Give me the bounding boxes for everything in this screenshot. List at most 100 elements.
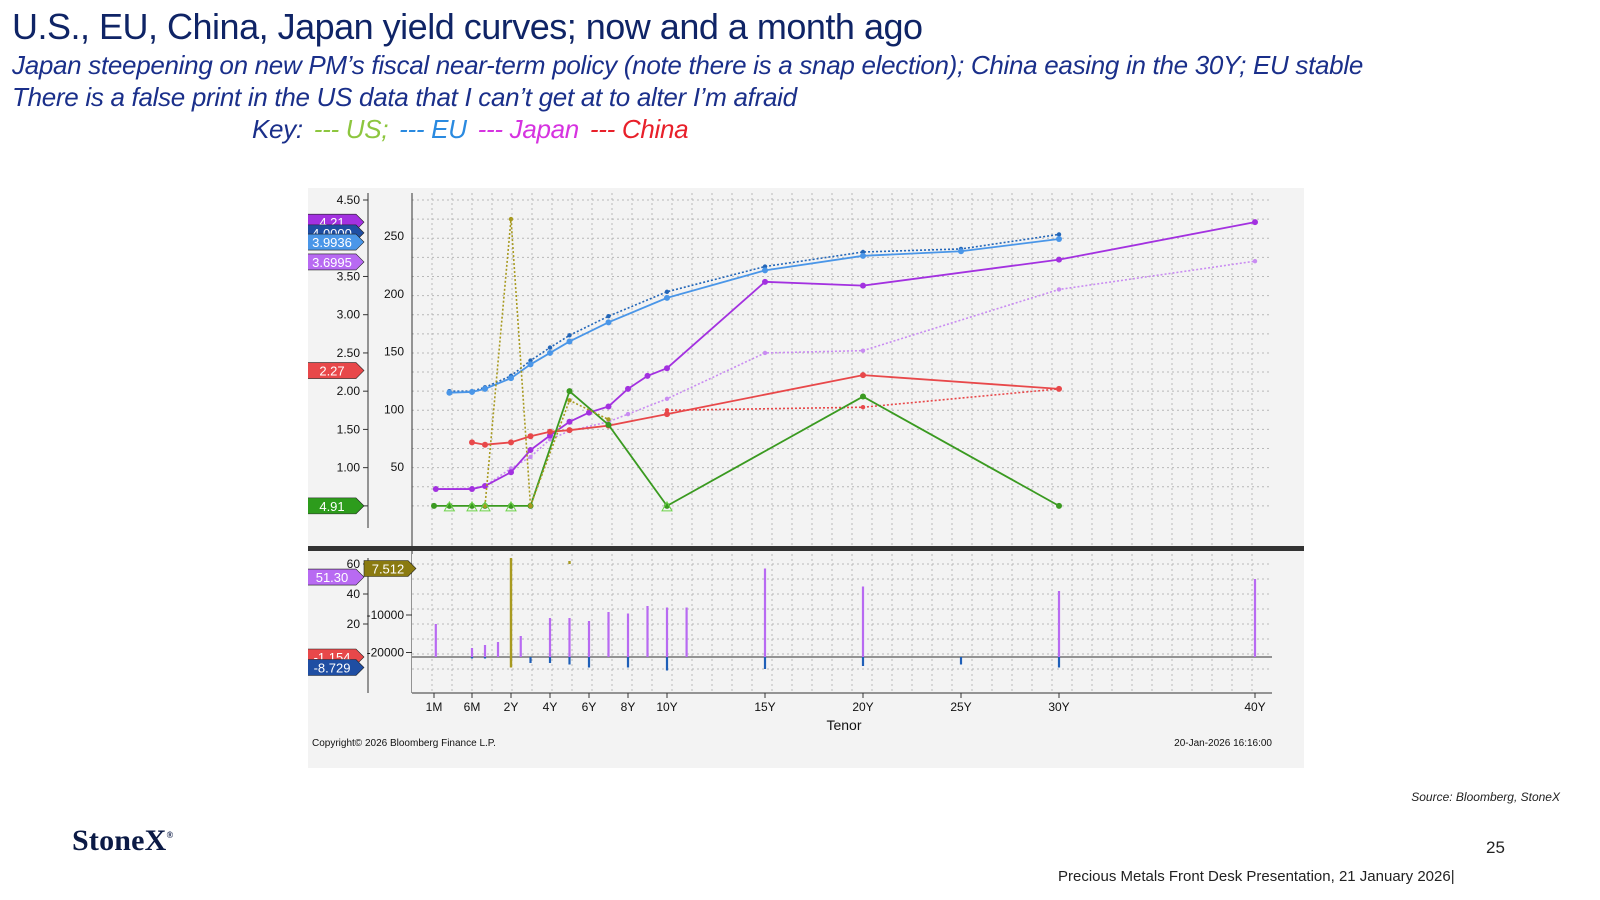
axis-badge-label: 2.27 xyxy=(319,364,344,379)
inner-axis-tick-label: 100 xyxy=(384,402,404,416)
series-point-china xyxy=(482,441,488,448)
legend-item-us: --- US; xyxy=(313,114,389,144)
chart-copyright: Copyright© 2026 Bloomberg Finance L.P. xyxy=(312,738,496,749)
chart-timestamp: 20-Jan-2026 16:16:00 xyxy=(1174,738,1272,749)
us-prev-marker xyxy=(479,500,491,512)
series-point-china xyxy=(566,427,573,434)
slide-title: U.S., EU, China, Japan yield curves; now… xyxy=(12,6,923,47)
presentation-footer: Precious Metals Front Desk Presentation,… xyxy=(1058,868,1455,885)
bloomberg-chart: 4.503.503.002.502.001.501.000.5025020015… xyxy=(299,188,1304,768)
axis-badge: 3.6995 xyxy=(299,253,365,271)
upper-plot-area xyxy=(412,193,1272,548)
x-axis-tick-label: 30Y xyxy=(1048,700,1069,714)
series-point-eu xyxy=(508,375,514,382)
series-point-eu_prev xyxy=(567,333,572,338)
inner-axis-tick-label: 150 xyxy=(384,345,404,359)
series-point-japan_prev xyxy=(625,411,631,417)
lower-left-tick-label: 60 xyxy=(347,557,361,571)
series-point-china xyxy=(1056,385,1062,392)
series-line-japan xyxy=(435,221,1256,490)
lower-inner-badge-shape xyxy=(363,560,417,577)
series-point-us xyxy=(860,393,866,400)
series-point-eu xyxy=(547,349,553,356)
us-prev-marker xyxy=(505,500,517,512)
axis-badge: 3.9936 xyxy=(299,233,365,251)
series-point-eu xyxy=(1056,236,1062,242)
lower-axis-badge-label: 51.30 xyxy=(316,570,349,585)
x-axis-tick-label: 6M xyxy=(464,700,481,714)
axis-badge-label: 3.9936 xyxy=(312,235,352,250)
series-point-us_spike xyxy=(606,417,611,422)
series-point-china xyxy=(664,411,670,418)
x-axis-tick-label: 15Y xyxy=(754,700,775,714)
series-point-us_spike xyxy=(528,503,533,509)
series-point-eu xyxy=(664,294,670,301)
series-point-eu xyxy=(605,319,612,326)
left-axis-tick-label: 1.50 xyxy=(337,422,361,436)
x-axis-title: Tenor xyxy=(826,717,861,733)
series-point-eu xyxy=(762,267,768,274)
series-point-japan xyxy=(664,365,670,372)
page-number: 25 xyxy=(1486,838,1505,857)
legend-item-eu: --- EU xyxy=(399,114,467,144)
series-point-japan xyxy=(1252,219,1258,226)
legend-key: Key: --- US; --- EU --- Japan --- China xyxy=(252,114,692,145)
series-point-eu xyxy=(446,389,453,396)
series-point-us xyxy=(431,502,437,509)
source-note: Source: Bloomberg, StoneX xyxy=(1411,790,1560,804)
left-axis-tick-label: 2.00 xyxy=(337,384,361,398)
series-point-eu_prev xyxy=(547,345,553,350)
series-point-eu xyxy=(860,252,866,259)
series-point-japan xyxy=(508,469,514,476)
x-axis-tick-label: 4Y xyxy=(543,700,558,714)
series-point-china xyxy=(469,439,475,446)
x-axis-tick-label: 1M xyxy=(426,700,443,714)
series-point-eu xyxy=(482,385,488,392)
x-axis-tick-label: 40Y xyxy=(1244,700,1265,714)
stonex-logo-text: StoneX xyxy=(72,824,167,857)
series-point-japan xyxy=(527,447,534,454)
lower-inner-tick-label: -20000 xyxy=(367,646,405,660)
series-point-japan xyxy=(762,278,768,285)
x-axis-tick-label: 8Y xyxy=(621,700,636,714)
lower-plot-area xyxy=(412,554,1272,696)
legend-item-china: --- China xyxy=(589,114,689,144)
axis-badge-label: 3.6995 xyxy=(312,255,352,270)
slide-subtitle-2: There is a false print in the US data th… xyxy=(12,82,797,112)
lower-axis-badge: 51.30 xyxy=(299,568,365,586)
series-point-us xyxy=(1056,502,1062,509)
series-point-eu xyxy=(958,248,964,255)
left-axis-tick-label: 3.00 xyxy=(337,308,361,322)
yield-curve-chart: 4.503.503.002.502.001.501.000.5025020015… xyxy=(299,193,1304,749)
x-axis-tick-label: 6Y xyxy=(582,700,597,714)
us-prev-marker xyxy=(466,500,478,512)
left-axis-tick-label: 1.00 xyxy=(337,461,361,475)
inner-axis-tick-label: 50 xyxy=(391,460,405,474)
series-point-japan xyxy=(625,385,631,392)
series-point-eu_prev xyxy=(1056,232,1062,237)
series-point-us xyxy=(605,421,612,428)
axis-badge: 2.27 xyxy=(299,362,365,379)
series-point-eu xyxy=(469,388,475,395)
series-point-japan xyxy=(605,403,612,410)
series-point-japan_prev xyxy=(664,396,670,402)
series-point-eu_prev xyxy=(664,289,670,294)
lower-inner-badge: 7.512 xyxy=(363,560,417,577)
series-point-us_spike xyxy=(567,398,572,403)
us-prev-marker xyxy=(661,500,673,512)
left-axis-tick-label: 4.50 xyxy=(337,193,361,207)
series-line-china xyxy=(471,374,1060,446)
series-point-china xyxy=(527,433,534,440)
series-point-japan xyxy=(566,418,573,425)
series-point-japan_prev xyxy=(1056,287,1062,292)
series-point-japan_prev xyxy=(762,350,768,356)
stonex-logo: StoneX® xyxy=(72,824,173,858)
series-point-japan_prev xyxy=(860,348,866,353)
inner-axis-tick-label: 200 xyxy=(384,287,404,301)
x-axis-tick-label: 10Y xyxy=(656,700,677,714)
legend-key-prefix: Key: xyxy=(252,114,303,144)
series-point-japan_prev xyxy=(528,454,533,460)
series-point-japan xyxy=(469,486,475,493)
series-point-japan xyxy=(644,372,651,379)
left-axis-tick-label: 2.50 xyxy=(337,346,361,360)
